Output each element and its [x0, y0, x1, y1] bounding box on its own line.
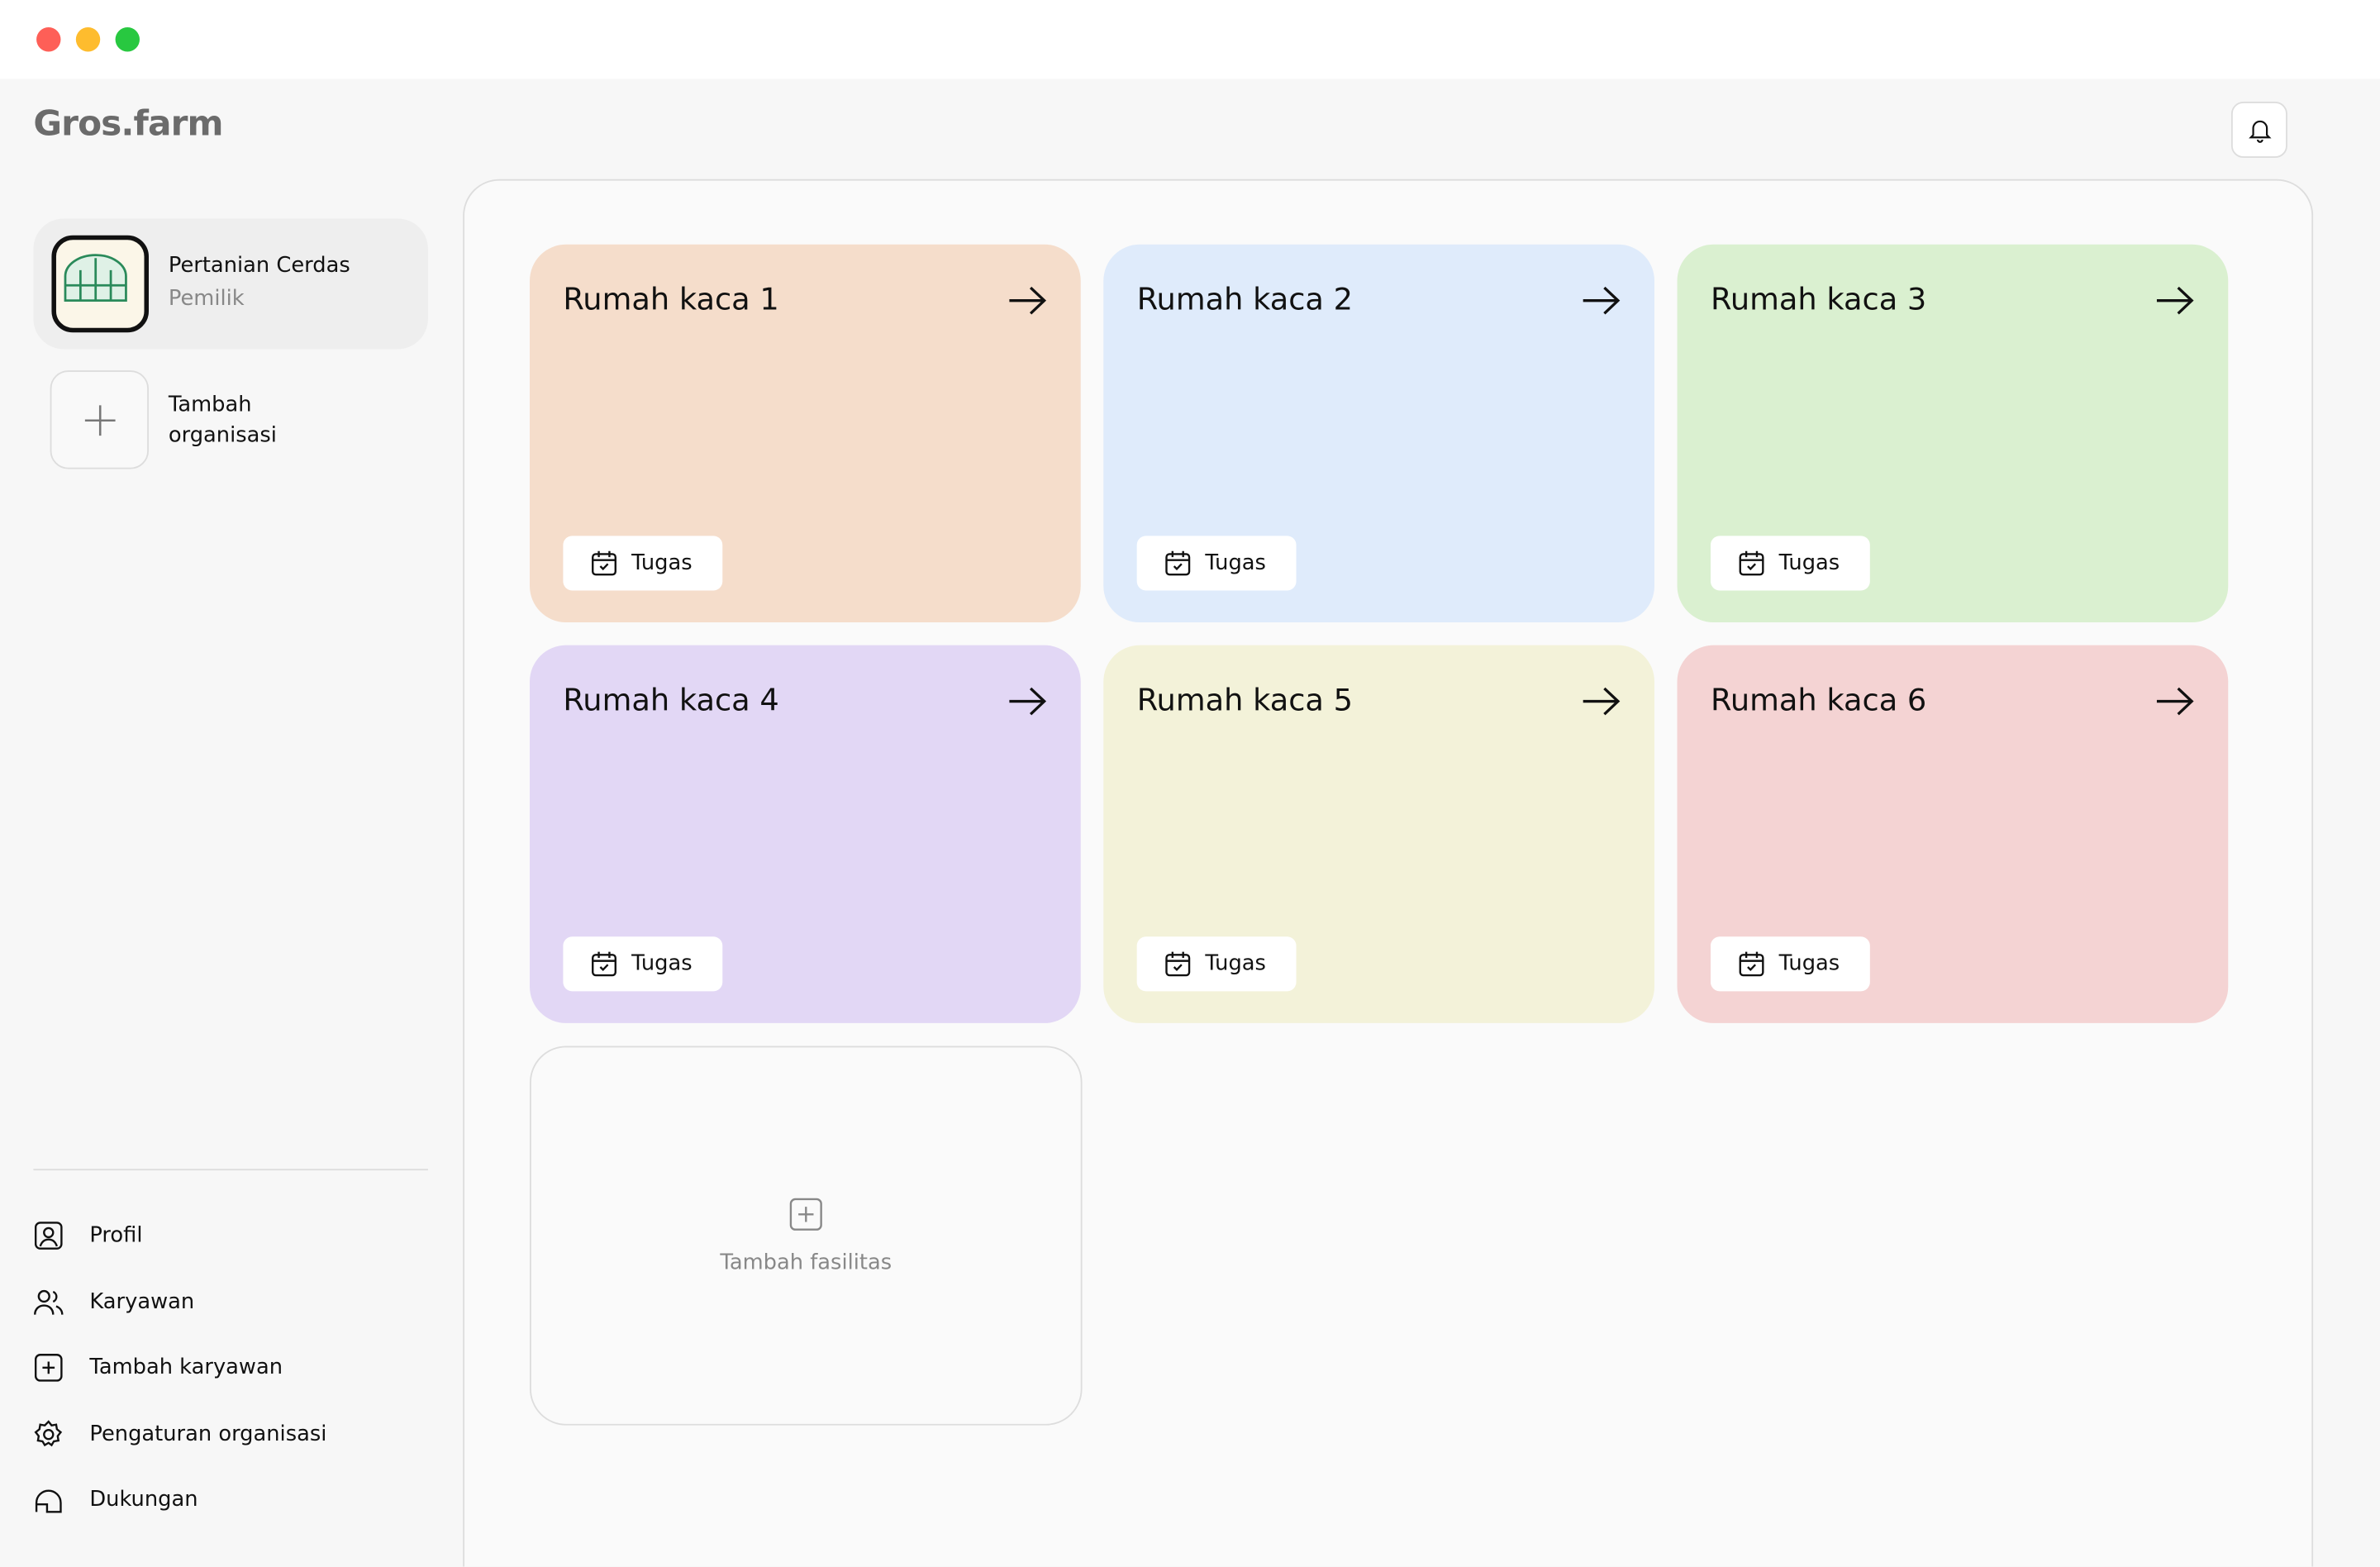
notification-button[interactable]: [2230, 102, 2287, 159]
facility-card[interactable]: Rumah kaca 6 Tugas: [1677, 645, 2229, 1023]
open-arrow[interactable]: [2155, 686, 2195, 722]
facility-name: Rumah kaca 6: [1710, 681, 1927, 718]
add-facility-label: Tambah fasilitas: [720, 1250, 892, 1275]
facility-name: Rumah kaca 4: [563, 681, 779, 718]
open-arrow[interactable]: [1008, 686, 1048, 722]
task-button[interactable]: Tugas: [563, 936, 723, 992]
task-button[interactable]: Tugas: [1136, 536, 1297, 591]
logo[interactable]: Gros.farm: [33, 104, 223, 145]
organization-icon: [51, 235, 149, 333]
task-button[interactable]: Tugas: [1710, 936, 1870, 992]
open-arrow[interactable]: [1008, 285, 1048, 321]
menu-label: Karyawan: [89, 1290, 195, 1315]
add-organization-label[interactable]: Tambah organisasi: [168, 393, 277, 448]
maximize-button[interactable]: [115, 27, 140, 52]
organization-name: Pertanian Cerdas: [168, 253, 350, 279]
title-bar: [0, 0, 2380, 79]
open-arrow[interactable]: [2155, 285, 2195, 321]
menu-label: Dukungan: [89, 1487, 198, 1512]
facility-card[interactable]: Rumah kaca 2 Tugas: [1103, 244, 1655, 623]
menu-label: Pengaturan organisasi: [89, 1422, 327, 1447]
facility-name: Rumah kaca 3: [1710, 280, 1927, 317]
menu-label: Tambah karyawan: [89, 1355, 283, 1380]
minimize-button[interactable]: [75, 27, 101, 52]
task-label: Tugas: [631, 951, 693, 976]
open-arrow[interactable]: [1582, 686, 1621, 722]
task-label: Tugas: [1778, 951, 1840, 976]
menu-item[interactable]: Pengaturan organisasi: [33, 1417, 326, 1453]
facility-name: Rumah kaca 2: [1136, 280, 1353, 317]
facility-card[interactable]: Rumah kaca 5 Tugas: [1103, 645, 1655, 1023]
facility-card[interactable]: Rumah kaca 1 Tugas: [530, 244, 1081, 623]
open-arrow[interactable]: [1582, 285, 1621, 321]
facility-name: Rumah kaca 5: [1136, 681, 1353, 718]
task-label: Tugas: [631, 550, 693, 576]
divider: [33, 1169, 428, 1171]
menu-item[interactable]: Karyawan: [33, 1284, 194, 1321]
task-button[interactable]: Tugas: [563, 536, 723, 591]
facility-card[interactable]: Rumah kaca 3 Tugas: [1677, 244, 2229, 623]
task-label: Tugas: [1205, 951, 1266, 976]
task-button[interactable]: Tugas: [1136, 936, 1297, 992]
facility-card[interactable]: Rumah kaca 4 Tugas: [530, 645, 1081, 1023]
task-button[interactable]: Tugas: [1710, 536, 1870, 591]
menu-label: Profil: [89, 1223, 143, 1248]
organization-card[interactable]: Pertanian Cerdas Pemilik: [33, 218, 428, 350]
organization-role: Pemilik: [168, 287, 245, 312]
facility-name: Rumah kaca 1: [563, 280, 779, 317]
menu-item[interactable]: Dukungan: [33, 1482, 198, 1518]
task-label: Tugas: [1205, 550, 1266, 576]
menu-item[interactable]: Tambah karyawan: [33, 1350, 283, 1386]
menu-item[interactable]: Profil: [33, 1217, 143, 1254]
close-button[interactable]: [36, 27, 61, 52]
add-organization-button[interactable]: [50, 370, 149, 469]
task-label: Tugas: [1778, 550, 1840, 576]
add-facility-card[interactable]: Tambah fasilitas: [530, 1045, 1083, 1426]
